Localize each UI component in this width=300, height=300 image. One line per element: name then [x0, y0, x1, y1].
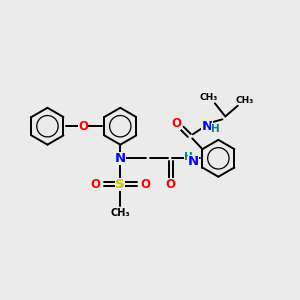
Text: O: O — [140, 178, 150, 191]
Text: O: O — [171, 117, 181, 130]
Text: N: N — [115, 152, 126, 165]
Text: O: O — [78, 120, 88, 133]
Text: H: H — [211, 124, 220, 134]
Text: H: H — [184, 152, 193, 162]
Text: CH₃: CH₃ — [110, 208, 130, 218]
Text: S: S — [116, 178, 125, 191]
Text: CH₃: CH₃ — [199, 94, 218, 103]
Text: N: N — [188, 155, 199, 168]
Text: N: N — [201, 120, 212, 133]
Text: CH₃: CH₃ — [235, 97, 254, 106]
Text: O: O — [90, 178, 100, 191]
Text: O: O — [166, 178, 176, 191]
